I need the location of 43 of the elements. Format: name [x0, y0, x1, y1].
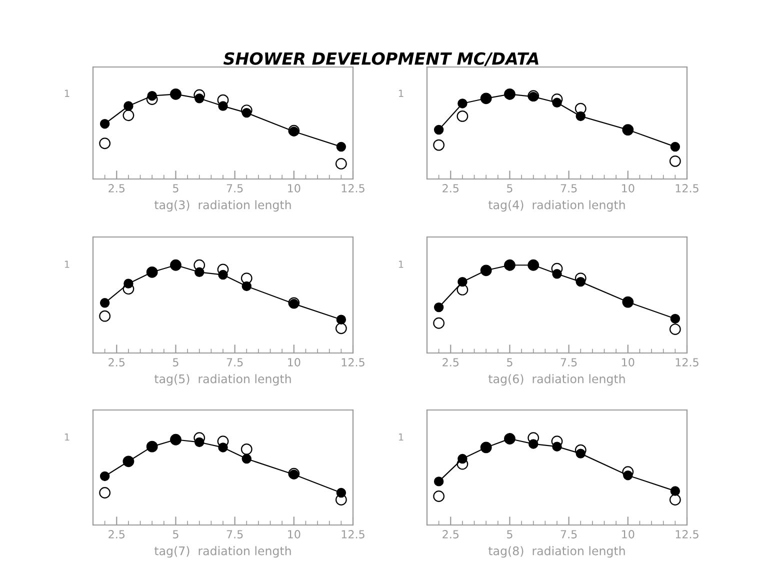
x-tick-label: 2.5 [108, 530, 124, 538]
x-tick-label: 7.5 [226, 184, 243, 192]
text: 1 [398, 433, 404, 441]
x-tick-label: 12.5 [342, 530, 364, 538]
text: 1 [398, 90, 404, 97]
x-tick-label: 7.5 [560, 184, 577, 192]
x-tick-label: 5 [507, 358, 512, 366]
text: 1 [64, 90, 70, 97]
x-tick-label: 10 [622, 358, 634, 366]
chart-title: SHOWER DEVELOPMENT MC/DATA [223, 52, 538, 66]
x-axis-title: tag(6) radiation length [488, 374, 625, 386]
x-axis-title: tag(7) radiation length [154, 546, 291, 558]
x-tick-label: 10 [622, 184, 634, 192]
x-tick-label: 10 [288, 530, 300, 538]
x-tick-label: 12.5 [676, 184, 698, 192]
text: 1 [64, 433, 70, 441]
x-tick-label: 10 [622, 530, 634, 538]
x-tick-label: 7.5 [560, 358, 577, 366]
x-tick-label: 12.5 [342, 358, 364, 366]
x-tick-label: 5 [173, 184, 178, 192]
x-axis-title: tag(8) radiation length [488, 546, 625, 558]
x-tick-label: 7.5 [226, 530, 243, 538]
x-tick-label: 2.5 [442, 358, 458, 366]
x-tick-label: 2.5 [108, 358, 124, 366]
x-tick-label: 2.5 [442, 530, 458, 538]
x-axis-title: tag(3) radiation length [154, 200, 291, 212]
x-tick-label: 7.5 [226, 358, 243, 366]
x-tick-label: 2.5 [442, 184, 458, 192]
x-tick-label: 10 [288, 358, 300, 366]
x-axis-title: tag(5) radiation length [154, 374, 291, 386]
x-tick-label: 12.5 [676, 530, 698, 538]
x-tick-label: 5 [507, 530, 512, 538]
x-tick-label: 12.5 [676, 358, 698, 366]
x-tick-label: 10 [288, 184, 300, 192]
text: 1 [398, 260, 404, 268]
x-tick-label: 5 [173, 530, 178, 538]
x-tick-label: 5 [173, 358, 178, 366]
x-axis-title: tag(4) radiation length [488, 200, 625, 212]
text: 1 [64, 260, 70, 268]
x-tick-label: 2.5 [108, 184, 124, 192]
x-tick-label: 7.5 [560, 530, 577, 538]
x-tick-label: 12.5 [342, 184, 364, 192]
x-tick-label: 5 [507, 184, 512, 192]
